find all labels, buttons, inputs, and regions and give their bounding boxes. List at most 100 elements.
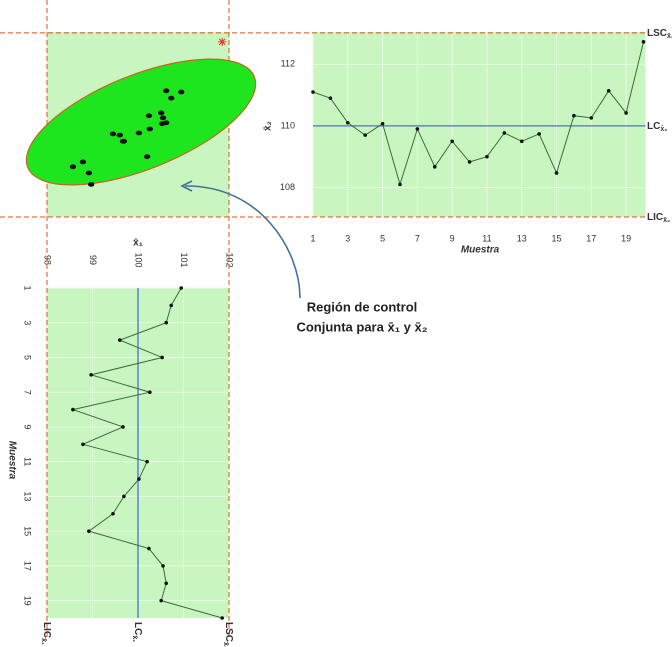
y-tick-label: 100	[134, 252, 144, 267]
data-point	[81, 442, 85, 447]
data-point	[502, 131, 507, 135]
limit-label-main: LSC	[223, 622, 234, 642]
y-tick-label: 98	[43, 255, 53, 265]
x-tick-label: 3	[23, 320, 33, 325]
y-tick-label: 101	[179, 252, 189, 267]
limit-label-sub: x̄₁	[222, 642, 230, 647]
data-point	[118, 338, 122, 342]
data-point	[121, 425, 125, 429]
data-point	[624, 111, 628, 115]
scatter-point	[163, 88, 170, 94]
x-tick-label: 15	[23, 526, 33, 536]
limit-label-sub: x̄₁	[131, 635, 139, 642]
annotation-text: Conjunta para x̄₁ y x̄₂	[296, 319, 427, 334]
limit-label-main: LC	[132, 622, 143, 635]
x-tick-label: 15	[552, 233, 562, 243]
x-tick-label: 19	[621, 233, 631, 243]
data-point	[147, 546, 151, 551]
data-point	[111, 511, 115, 516]
limit-label-sub: x̄₂	[667, 32, 672, 40]
scatter-point	[79, 159, 87, 165]
x-tick-label: 1	[23, 285, 33, 290]
x-tick-label: 1	[310, 233, 315, 243]
limit-label: LCx̄₂	[647, 121, 667, 133]
data-point	[363, 133, 367, 137]
outlier-point	[218, 37, 227, 46]
x-tick-label: 17	[586, 233, 596, 243]
data-point	[380, 121, 385, 126]
data-point	[519, 139, 524, 144]
data-point	[450, 139, 454, 144]
data-point	[554, 171, 559, 175]
data-point	[398, 182, 402, 187]
y-tick-label: 108	[280, 182, 295, 192]
y-tick-label: 99	[88, 255, 98, 265]
x-axis-label: Muestra	[461, 245, 500, 256]
scatter-point	[69, 164, 77, 170]
x-tick-label: 7	[415, 233, 420, 243]
data-point	[467, 160, 472, 164]
limit-label-main: LSC	[647, 28, 667, 39]
limit-label: LSCx̄₁	[222, 622, 234, 647]
data-point	[148, 390, 152, 395]
scatter-point	[158, 110, 165, 116]
scatter-point	[109, 131, 117, 137]
data-point	[537, 132, 541, 136]
limit-label: LCx̄₁	[131, 622, 143, 642]
scatter-point	[87, 181, 95, 187]
data-point	[415, 127, 420, 131]
data-point	[606, 88, 611, 93]
x-tick-label: 5	[380, 233, 385, 243]
data-point	[169, 303, 174, 308]
scatter-point	[159, 115, 167, 121]
limit-label: LSCx̄₂	[647, 28, 672, 40]
x-tick-label: 7	[23, 390, 33, 395]
series-line	[71, 287, 223, 619]
x-tick-label: 19	[23, 596, 33, 606]
scatter-point	[178, 89, 185, 95]
limit-label-sub: x̄₁	[40, 638, 48, 645]
data-point	[572, 113, 576, 118]
limit-label-sub: x̄₂	[663, 216, 670, 224]
data-point	[589, 116, 594, 120]
x-tick-label: 17	[23, 561, 33, 571]
x-axis-label: Muestra	[6, 441, 17, 480]
scatter-point	[135, 130, 143, 136]
x-tick-label: 13	[517, 233, 527, 243]
x-tick-label: 11	[482, 233, 491, 243]
series-line	[312, 41, 644, 187]
data-point	[345, 121, 350, 125]
data-point	[122, 494, 126, 499]
data-point	[159, 598, 164, 603]
annotation-text: Región de control	[307, 299, 418, 314]
annotation-arrow	[184, 185, 301, 299]
data-point	[89, 373, 93, 377]
scatter-point	[85, 170, 93, 176]
limit-label: LICx̄₁	[40, 622, 52, 645]
limit-label: LICx̄₂	[647, 212, 670, 224]
data-point	[164, 320, 169, 325]
control-region	[25, 58, 257, 186]
data-point	[328, 96, 333, 100]
panel-background	[313, 32, 646, 217]
y-tick-label: 112	[281, 59, 295, 69]
data-point	[87, 529, 91, 533]
x-tick-label: 9	[450, 233, 455, 243]
y-tick-label: 102	[225, 252, 235, 267]
data-point	[432, 165, 437, 169]
data-point	[179, 286, 184, 290]
scatter-point	[145, 113, 153, 119]
scatter-point	[146, 126, 154, 132]
data-point	[161, 564, 165, 568]
data-point	[485, 154, 489, 159]
data-point	[145, 459, 149, 464]
arrow-head	[180, 180, 193, 192]
scatter-point	[143, 154, 151, 160]
y-axis-label: x̄₂	[263, 121, 274, 131]
data-point	[160, 355, 164, 360]
x-tick-label: 11	[23, 457, 33, 466]
x-tick-label: 13	[23, 491, 33, 501]
data-point	[137, 477, 141, 481]
